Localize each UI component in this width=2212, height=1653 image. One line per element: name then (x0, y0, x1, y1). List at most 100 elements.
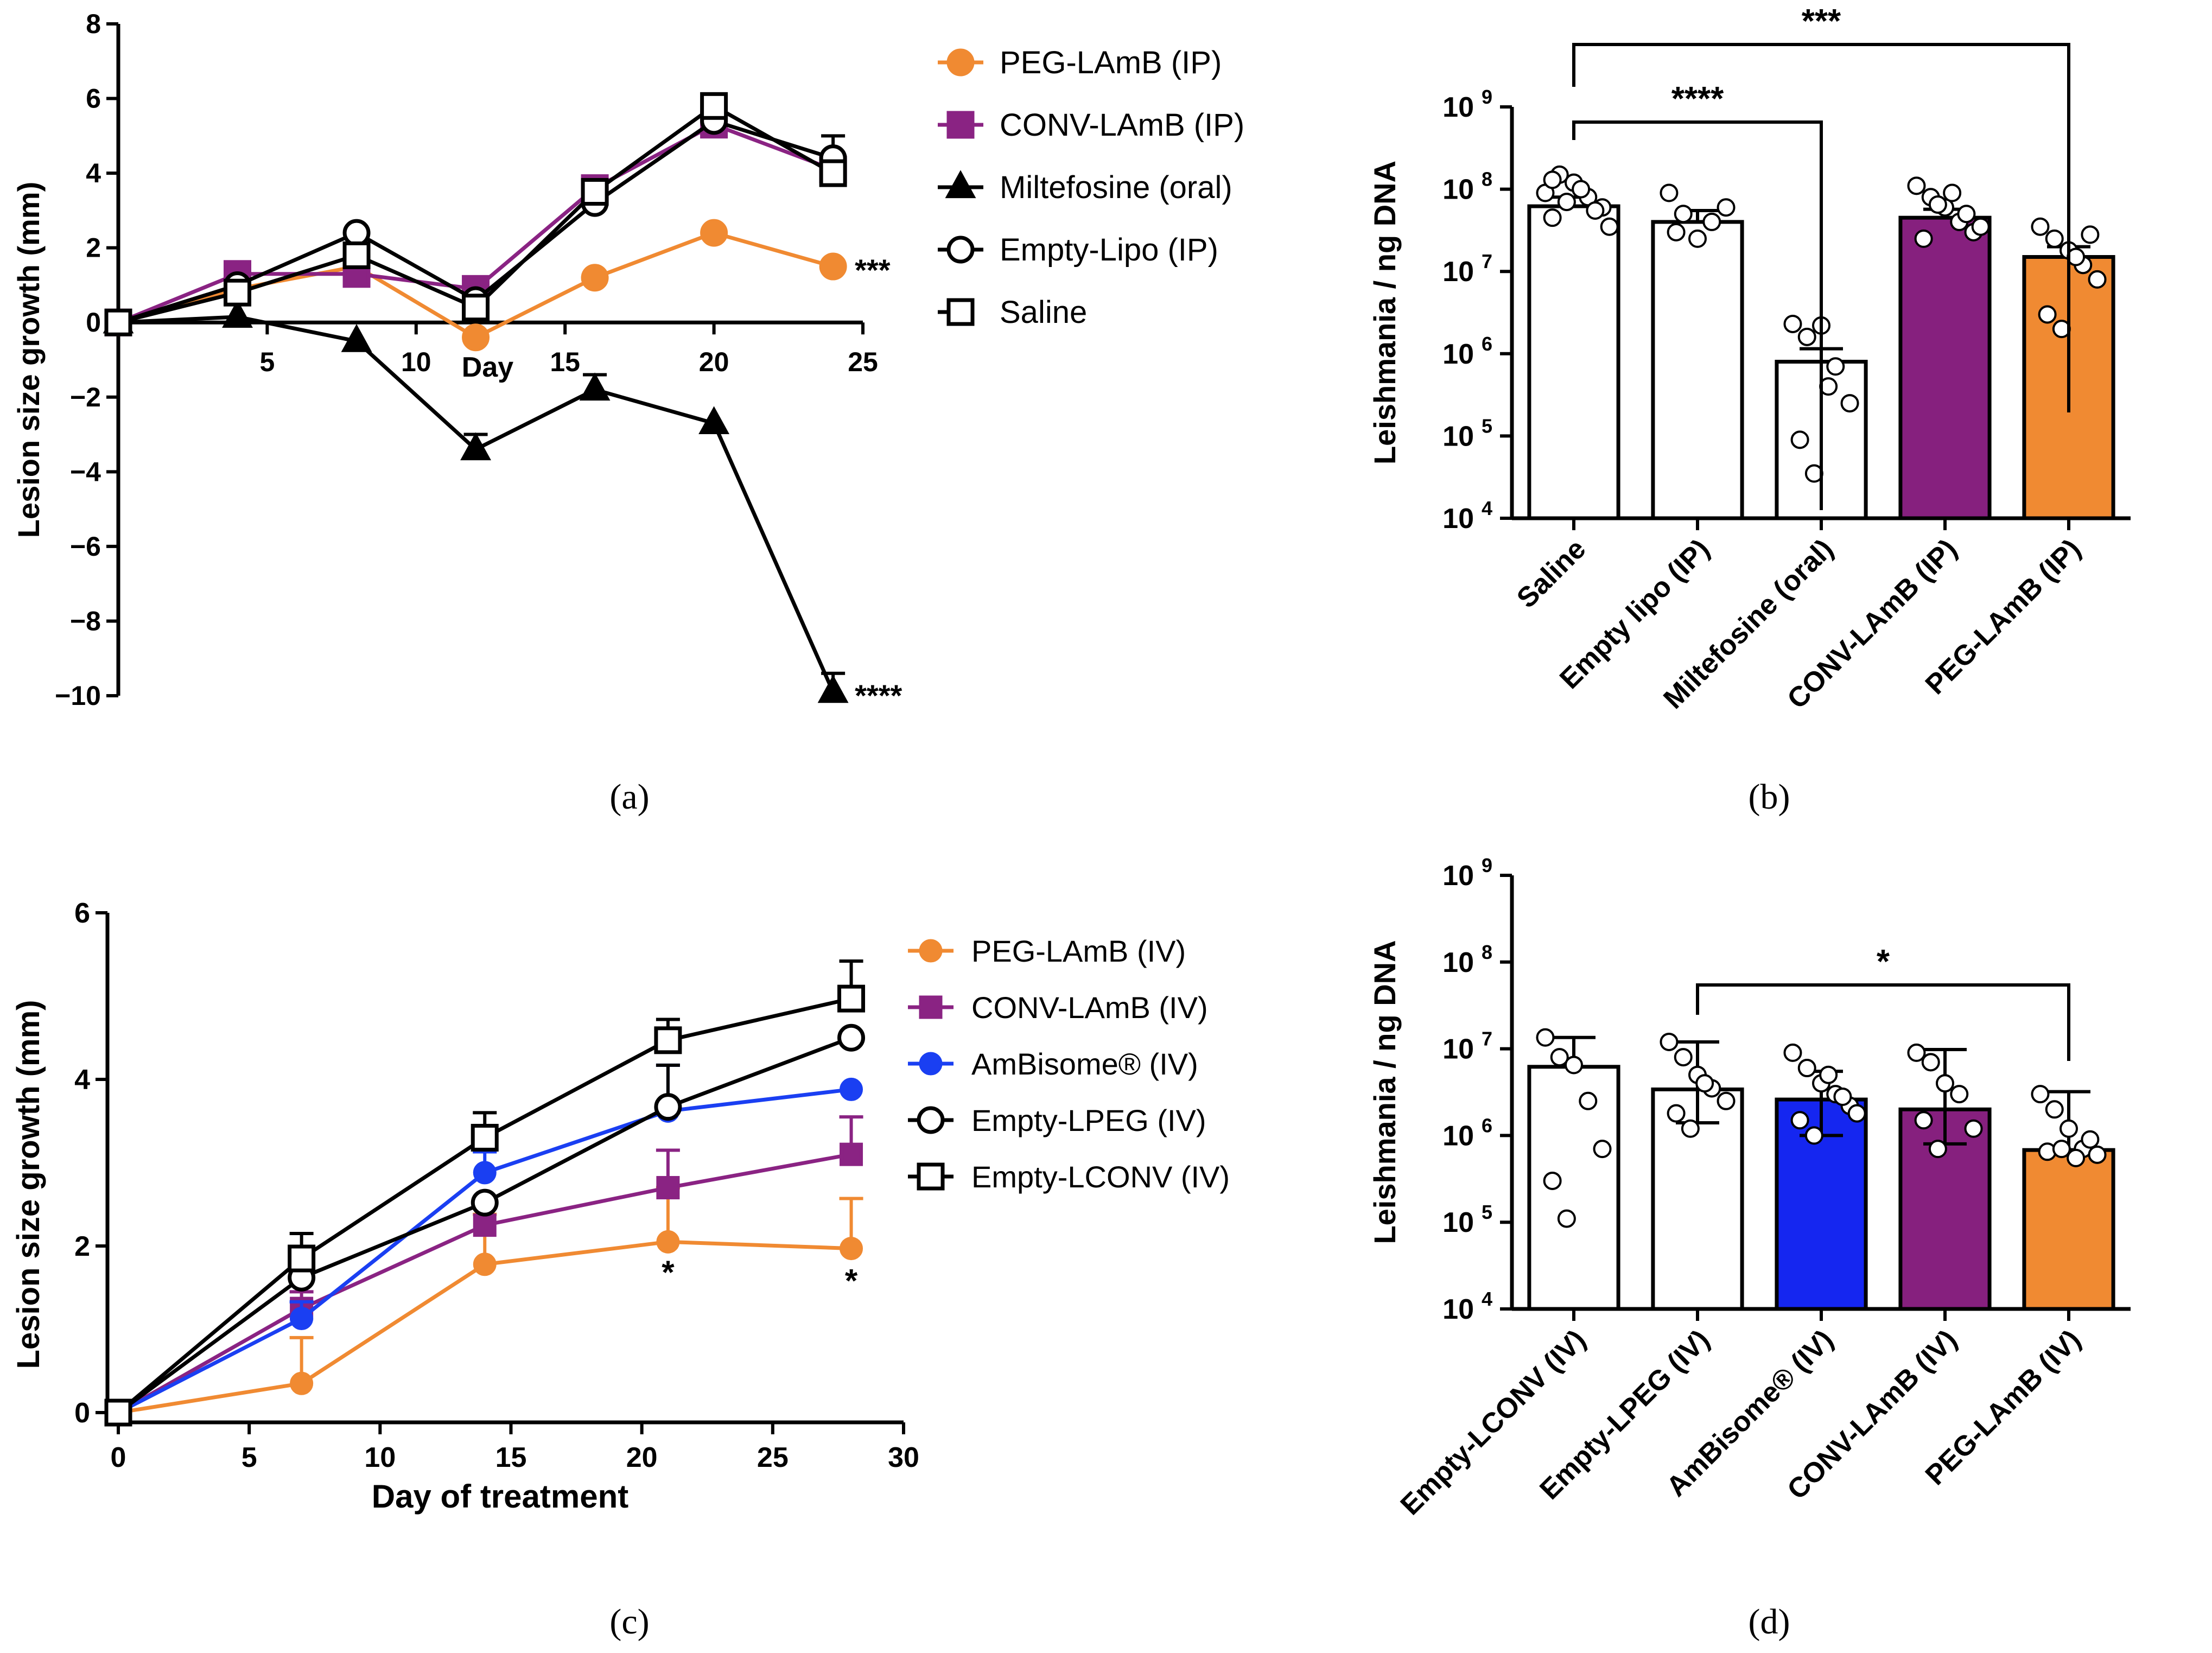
bar (1775, 1097, 1868, 1311)
y-tick-label: 6 (86, 84, 101, 114)
data-point (579, 372, 611, 401)
data-point (473, 1213, 497, 1237)
x-tick-label: 25 (848, 347, 878, 377)
legend-label: Saline (1000, 295, 1087, 330)
chart-b-parasite-load-ip: 10 4 10 5 10 6 10 7 10 8 10 9 Leishmania / ng DNA Sal… (1368, 3, 2131, 715)
data-point (2045, 229, 2064, 248)
y-tick-exponent: 8 (1482, 168, 1492, 190)
y-tick-label: 10 (1442, 1294, 1474, 1325)
legend-marker (945, 170, 976, 199)
y-tick-label: −8 (70, 606, 101, 636)
data-point (2045, 1100, 2064, 1119)
x-tick-label: 10 (401, 347, 431, 377)
legend-marker (946, 48, 975, 77)
caption-c: (c) (609, 1602, 649, 1642)
y-tick-label: 10 (1442, 1207, 1474, 1238)
x-axis-title: Day of treatment (372, 1478, 628, 1515)
y-tick-label: 10 (1442, 1034, 1474, 1065)
y-tick-label: 2 (86, 233, 101, 263)
y-tick-exponent: 6 (1482, 333, 1492, 355)
data-point (460, 432, 491, 461)
data-point (104, 308, 132, 336)
data-point (2031, 1085, 2050, 1104)
y-tick-label: 10 (1442, 92, 1474, 123)
data-point (1557, 1209, 1576, 1228)
y-tick-exponent: 4 (1482, 497, 1492, 519)
data-point (2088, 270, 2107, 289)
data-point (700, 219, 728, 247)
data-point (462, 323, 490, 352)
x-tick-label: 20 (699, 347, 729, 377)
x-tick-label: 10 (364, 1442, 396, 1473)
legend-label: Empty-Lipo (IP) (1000, 232, 1218, 268)
y-tick-label: −10 (55, 681, 101, 711)
y-tick-label: 10 (1442, 503, 1474, 535)
legend-label: CONV-LAmB (IP) (1000, 107, 1244, 143)
y-tick-label: 4 (74, 1064, 90, 1096)
y-tick-exponent: 9 (1482, 86, 1492, 108)
bar (1898, 215, 1992, 520)
x-tick-label: 30 (888, 1442, 919, 1473)
data-point (1790, 430, 1809, 449)
legend-label: Empty-LPEG (IV) (971, 1103, 1206, 1137)
y-axis-title: Lesion size growth (mm) (11, 182, 46, 538)
data-point (1914, 1111, 1933, 1130)
y-tick-exponent: 7 (1482, 250, 1492, 272)
data-point (1543, 1171, 1562, 1190)
x-tick-label: 15 (495, 1442, 527, 1473)
data-point (1964, 1119, 1983, 1138)
y-axis-title: Lesion size growth (mm) (11, 1000, 46, 1369)
significance-label: **** (855, 678, 902, 713)
legend-marker (919, 1052, 943, 1076)
data-point (290, 1307, 314, 1331)
data-point (1840, 394, 1859, 413)
significance-bracket (1572, 43, 2070, 412)
data-point (2081, 1130, 2100, 1149)
data-point (1928, 1140, 1947, 1159)
significance-label: **** (1671, 80, 1724, 118)
y-axis-title: Leishmania / ng DNA (1368, 161, 1402, 465)
y-axis-title: Leishmania / ng DNA (1368, 940, 1402, 1244)
data-point (654, 1026, 682, 1054)
data-point (1790, 1111, 1809, 1130)
significance-label: * (1877, 943, 1890, 981)
data-point (2067, 1148, 2086, 1167)
data-point (1565, 1056, 1583, 1075)
data-point (473, 1253, 497, 1276)
data-point (1797, 1059, 1816, 1078)
y-tick-exponent: 8 (1482, 941, 1492, 963)
bar (1527, 204, 1620, 520)
data-point (1833, 1087, 1852, 1106)
data-point (471, 1188, 499, 1217)
data-point (837, 1023, 866, 1052)
data-point (1536, 1028, 1555, 1047)
legend-marker (917, 1106, 945, 1134)
y-tick-label: 10 (1442, 421, 1474, 452)
legend-label: PEG-LAmB (IP) (1000, 45, 1222, 80)
data-point (1936, 1074, 1954, 1093)
y-tick-label: −4 (70, 456, 101, 487)
x-tick-label: 25 (757, 1442, 789, 1473)
data-point (656, 1176, 680, 1200)
data-point (224, 278, 252, 307)
data-point (1543, 208, 1562, 227)
y-tick-label: 10 (1442, 256, 1474, 288)
data-point (342, 219, 371, 247)
legend-label: Empty-LCONV (IV) (971, 1160, 1230, 1194)
significance-label: *** (1802, 3, 1841, 40)
data-point (1950, 1085, 1969, 1104)
data-point (222, 300, 253, 328)
bar (1651, 220, 1744, 520)
data-point (2060, 1119, 2078, 1138)
data-point (1702, 212, 1721, 231)
significance-bracket (1696, 983, 2070, 1061)
legend-marker (946, 298, 975, 326)
data-point (698, 406, 730, 435)
data-point (1914, 229, 1933, 248)
y-tick-exponent: 5 (1482, 1201, 1492, 1223)
data-point (1921, 1053, 1940, 1072)
data-point (1586, 201, 1605, 220)
x-tick-label: 5 (241, 1442, 257, 1473)
legend-marker (919, 939, 943, 963)
y-tick-exponent: 4 (1482, 1288, 1492, 1310)
